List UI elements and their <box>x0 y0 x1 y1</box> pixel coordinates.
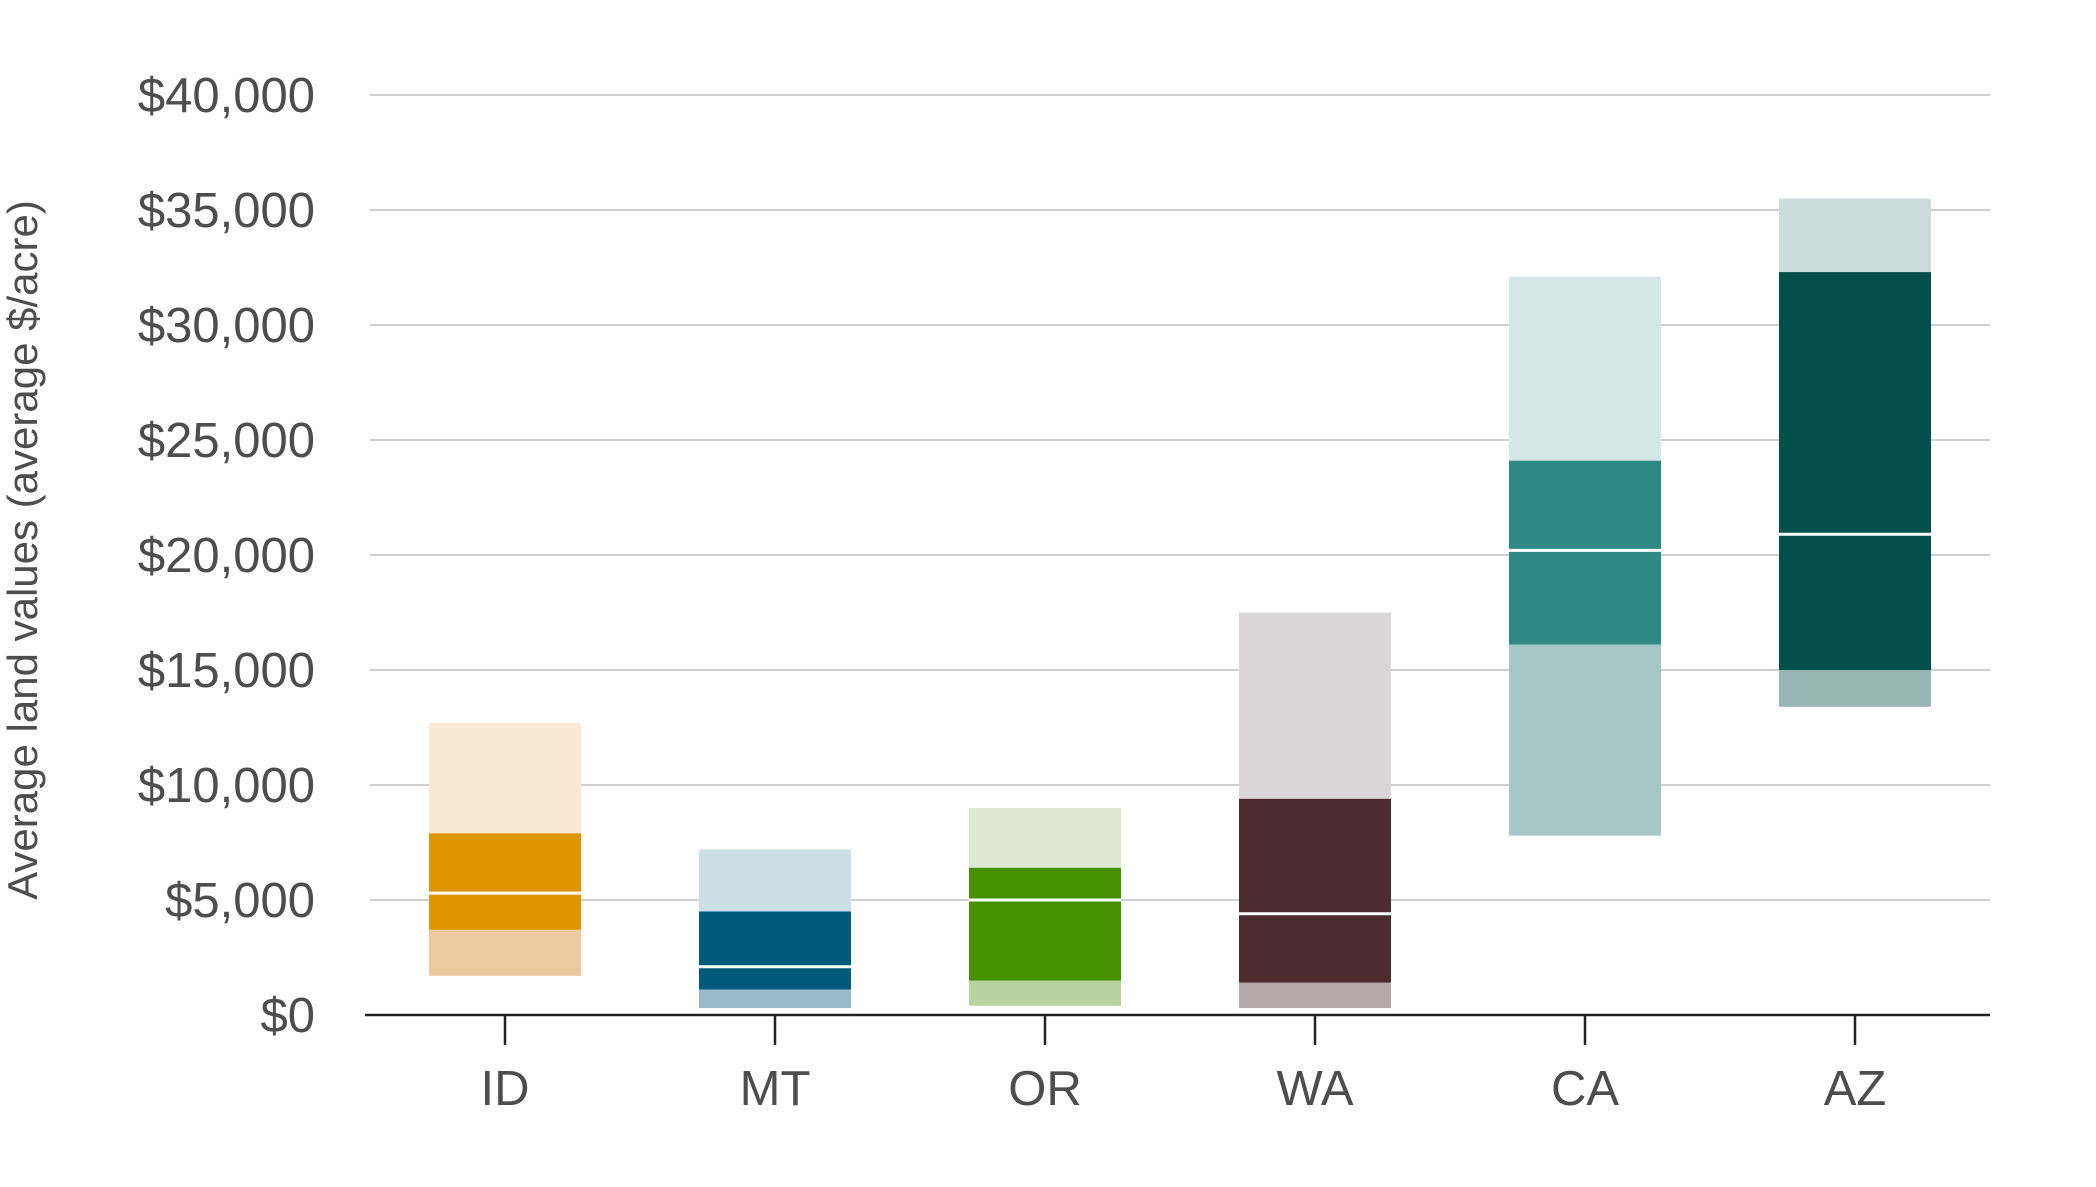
y-tick-label: $20,000 <box>138 529 315 583</box>
bar-group-mt <box>699 849 851 1009</box>
x-tick-label: ID <box>481 1062 530 1116</box>
x-tick-label: WA <box>1276 1062 1353 1116</box>
lower-range-segment <box>429 929 581 976</box>
lower-range-segment <box>1779 670 1931 707</box>
upper-range-segment <box>699 849 851 912</box>
bar-group-id <box>429 722 581 976</box>
x-tick-label: AZ <box>1824 1062 1887 1116</box>
bar-group-ca <box>1509 276 1661 836</box>
y-tick-label: $25,000 <box>138 414 315 468</box>
y-tick-label: $15,000 <box>138 644 315 698</box>
lower-range-segment <box>699 989 851 1009</box>
range-bars <box>429 198 1931 1009</box>
bar-group-az <box>1779 198 1931 707</box>
core-range-segment <box>969 867 1121 981</box>
core-range-segment <box>699 911 851 990</box>
y-tick-label: $5,000 <box>165 874 315 928</box>
x-tick-label: MT <box>740 1062 811 1116</box>
x-tick-label: CA <box>1551 1062 1619 1116</box>
gridlines <box>370 94 1990 901</box>
upper-range-segment <box>429 722 581 834</box>
y-tick-label: $0 <box>260 989 315 1043</box>
x-tick-label: OR <box>1008 1062 1082 1116</box>
core-range-segment <box>1239 798 1391 983</box>
y-tick-label: $40,000 <box>138 69 315 123</box>
upper-range-segment <box>1239 612 1391 799</box>
y-axis-label: Average land values (average $/acre) <box>0 200 46 900</box>
core-range-segment <box>1509 460 1661 645</box>
y-axis-ticks: $0 $5,000 $10,000 $15,000 $20,000 $25,000 $30,… <box>138 69 315 1043</box>
y-tick-label: $30,000 <box>138 299 315 353</box>
upper-range-segment <box>969 808 1121 868</box>
lower-range-segment <box>1239 982 1391 1009</box>
upper-range-segment <box>1779 198 1931 273</box>
lower-range-segment <box>969 980 1121 1006</box>
bar-group-wa <box>1239 612 1391 1009</box>
x-axis: ID MT OR WA CA AZ <box>365 1013 1990 1116</box>
y-tick-label: $10,000 <box>138 759 315 813</box>
y-tick-label: $35,000 <box>138 184 315 238</box>
bar-group-or <box>969 808 1121 1006</box>
lower-range-segment <box>1509 644 1661 836</box>
core-range-segment <box>1779 272 1931 670</box>
core-range-segment <box>429 833 581 930</box>
upper-range-segment <box>1509 276 1661 461</box>
